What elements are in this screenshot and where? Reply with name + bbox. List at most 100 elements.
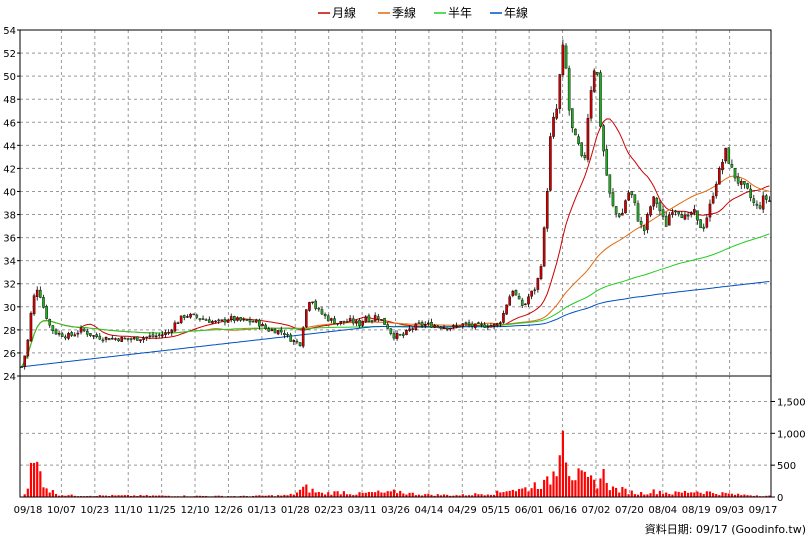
volume-bar xyxy=(546,476,549,497)
volume-bar xyxy=(323,494,327,497)
volume-bar xyxy=(395,493,399,497)
volume-bar xyxy=(677,491,680,497)
volume-bar xyxy=(386,491,389,497)
volume-bar xyxy=(352,495,355,497)
volume-bar xyxy=(686,492,690,497)
volume-bar xyxy=(58,495,61,497)
candle-up xyxy=(311,301,314,304)
candle-down xyxy=(580,142,583,156)
candle-down xyxy=(217,319,220,322)
candle-down xyxy=(470,323,474,327)
volume-bar xyxy=(615,487,618,497)
candle-down xyxy=(64,336,67,339)
volume-bar xyxy=(696,491,699,497)
volume-bar xyxy=(117,495,120,497)
volume-bar xyxy=(668,494,671,497)
candle-down xyxy=(123,337,127,340)
price-tick-label: 46 xyxy=(3,118,16,129)
candle-up xyxy=(355,320,358,324)
candle-down xyxy=(273,329,277,334)
volume-axis: 0 500 1,000 1,500 xyxy=(771,397,806,504)
candlesticks xyxy=(20,39,771,370)
candle-down xyxy=(98,335,102,340)
volume-bar xyxy=(640,492,643,497)
date-tick-label: 06/16 xyxy=(548,505,577,516)
candle-up xyxy=(35,289,39,297)
candle-down xyxy=(686,214,690,217)
volume-bar xyxy=(308,492,311,497)
candle-up xyxy=(139,339,142,342)
volume-bar xyxy=(433,495,436,497)
volume-bar xyxy=(499,492,502,497)
date-tick-label: 09/18 xyxy=(14,505,43,516)
volume-bar xyxy=(661,493,665,497)
price-tick-label: 52 xyxy=(3,49,16,60)
volume-bar xyxy=(70,494,73,497)
volume-bar xyxy=(133,495,136,497)
volume-panel-border xyxy=(19,375,772,498)
candle-down xyxy=(752,198,756,203)
volume-bar xyxy=(477,494,480,497)
volume-bar xyxy=(740,495,743,497)
candle-down xyxy=(239,317,242,321)
volume-bar xyxy=(727,493,730,497)
candle-down xyxy=(383,317,386,325)
candle-down xyxy=(617,213,621,217)
candle-down xyxy=(458,325,461,327)
ma-line-3 xyxy=(21,281,770,368)
price-tick-label: 34 xyxy=(3,257,16,268)
candle-down xyxy=(636,203,640,222)
candle-up xyxy=(236,317,239,321)
candle-up xyxy=(545,191,549,229)
candle-up xyxy=(170,330,174,333)
volume-bar xyxy=(671,494,674,497)
volume-bar xyxy=(389,491,392,497)
candle-up xyxy=(561,44,565,76)
volume-bar xyxy=(611,486,615,497)
candle-up xyxy=(552,116,555,137)
date-tick-label: 01/13 xyxy=(247,505,276,516)
candle-down xyxy=(251,320,255,323)
volume-bar xyxy=(114,495,117,497)
volume-bar xyxy=(214,495,217,497)
volume-bar xyxy=(51,490,54,497)
volume-bar xyxy=(383,492,386,497)
candle-down xyxy=(480,323,483,326)
volume-bar xyxy=(158,495,161,497)
volume-bar xyxy=(527,491,530,497)
volume-bar xyxy=(264,495,267,497)
candle-up xyxy=(489,325,493,328)
volume-bar xyxy=(427,493,430,497)
candle-down xyxy=(577,136,580,144)
candle-down xyxy=(596,71,599,75)
volume-bar xyxy=(392,489,396,497)
volume-bar xyxy=(533,482,536,497)
date-tick-label: 01/28 xyxy=(281,505,310,516)
volume-bar xyxy=(61,495,64,497)
price-tick-label: 38 xyxy=(3,211,16,222)
volume-bar xyxy=(292,494,295,497)
candle-up xyxy=(724,147,727,162)
volume-bar xyxy=(492,494,496,497)
volume-bar xyxy=(333,491,336,497)
volume-bar xyxy=(370,492,374,497)
candle-down xyxy=(661,209,665,217)
candle-up xyxy=(761,195,765,210)
date-tick-label: 09/03 xyxy=(715,505,744,516)
candle-down xyxy=(583,154,587,158)
candle-down xyxy=(358,320,361,326)
volume-bar xyxy=(405,494,408,497)
legend-label-2: 半年 xyxy=(448,6,472,20)
price-tick-label: 30 xyxy=(3,303,16,314)
candle-down xyxy=(317,307,321,310)
candle-down xyxy=(198,318,202,320)
volume-bar xyxy=(571,480,574,497)
volume-bar xyxy=(111,494,114,497)
candle-up xyxy=(120,336,123,342)
candle-up xyxy=(220,319,224,321)
volume-bar xyxy=(26,488,29,497)
candle-up xyxy=(161,334,164,337)
date-tick-label: 11/10 xyxy=(114,505,143,516)
volume-bar xyxy=(464,495,468,497)
candle-down xyxy=(258,319,261,327)
